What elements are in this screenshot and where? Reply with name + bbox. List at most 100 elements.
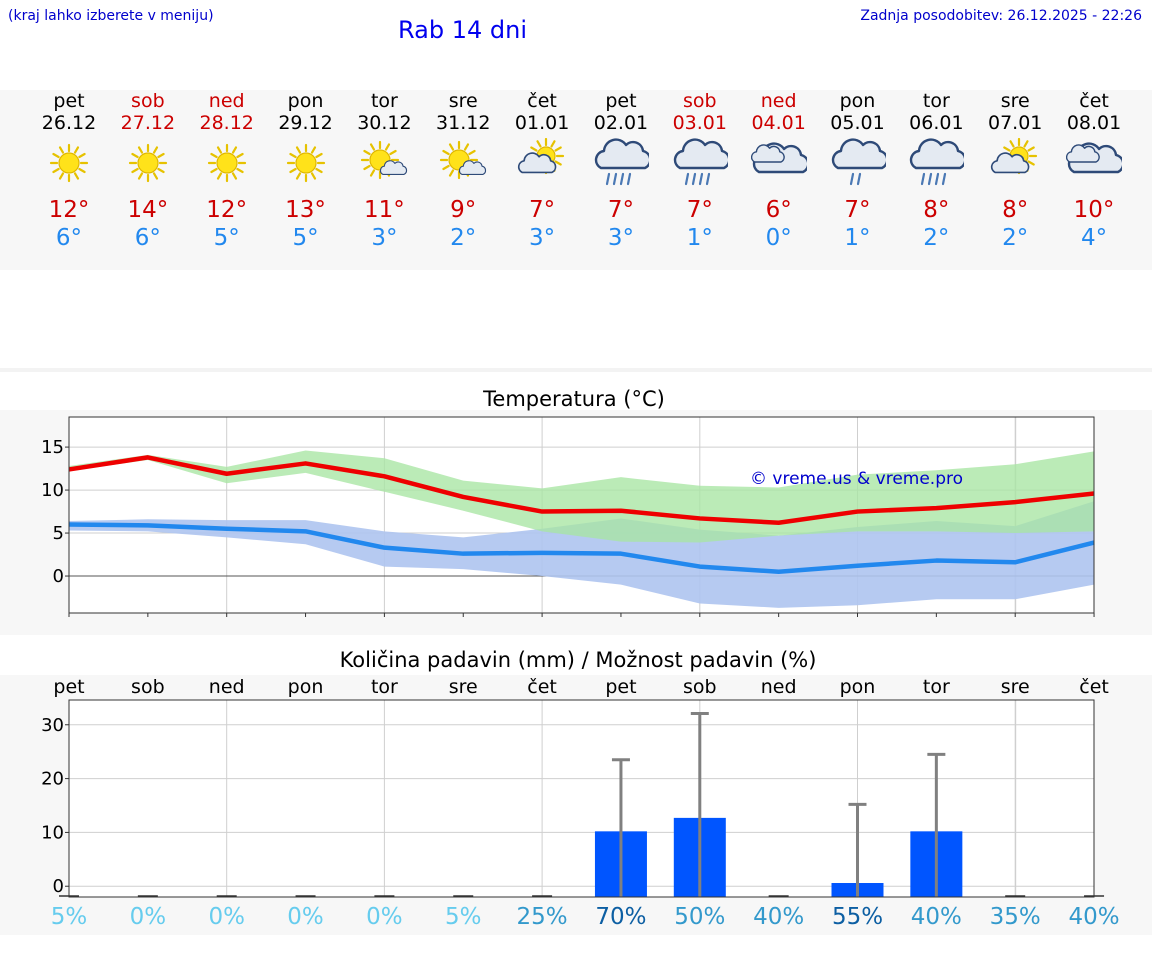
max-temp: 14°	[127, 197, 169, 223]
precip-probability: 0%	[208, 904, 245, 930]
min-temp: 0°	[765, 225, 792, 251]
day-name: čet	[1079, 90, 1109, 112]
sun-ray	[216, 146, 222, 154]
day-column: sob 27.12 14° 6°	[108, 90, 188, 252]
sun-ray	[73, 172, 80, 180]
min-temp: 6°	[134, 225, 161, 251]
precip-day-label: pet	[53, 676, 85, 698]
day-date: 30.12	[357, 112, 412, 134]
precipitation-chart-title: Količina padavin (mm) / Možnost padavin …	[339, 648, 817, 672]
rain-drops	[605, 172, 632, 186]
forecast-strip	[0, 90, 1152, 270]
cloud-icon	[1066, 142, 1123, 174]
day-name: pon	[287, 90, 324, 112]
divider	[0, 368, 1152, 372]
cloud-shape	[1066, 144, 1100, 163]
day-column: tor 06.01 8° 2°	[896, 90, 976, 252]
sun-ray	[363, 164, 372, 171]
sun-ray	[314, 152, 323, 159]
sun-ray	[1023, 140, 1029, 148]
precip-probability: 0%	[287, 904, 324, 930]
cloud-outline	[518, 152, 557, 174]
y-tick-label: 10	[41, 822, 64, 843]
cloud-outline	[459, 160, 487, 175]
sun-ray	[58, 172, 65, 180]
day-name: sre	[1000, 90, 1030, 112]
day-date: 26.12	[41, 112, 97, 134]
sun-ray	[363, 149, 372, 156]
precip-probability: 5%	[445, 904, 482, 930]
precip-probability: 50%	[674, 904, 726, 930]
precip-probability: 55%	[831, 904, 884, 930]
temperature-chart-title: Temperatura (°C)	[483, 387, 665, 411]
day-date: 01.01	[514, 112, 570, 134]
day-column: sre 07.01 8° 2°	[975, 90, 1055, 252]
sun-ray	[216, 172, 222, 180]
sun-ray	[370, 169, 376, 177]
day-column: čet 01.01 7° 3°	[502, 90, 582, 252]
day-column: pon 29.12 13° 5°	[266, 90, 346, 252]
sun-ray	[288, 152, 297, 159]
min-temp: 5°	[292, 225, 319, 251]
cloud-shape	[673, 138, 728, 170]
sun-ray	[288, 167, 297, 174]
precip-probability: 35%	[989, 904, 1041, 930]
precip-probability: 40%	[753, 904, 805, 930]
day-date: 06.01	[909, 112, 964, 134]
y-tick-label: 0	[53, 876, 64, 897]
min-temp: 3°	[529, 225, 556, 251]
rain-drop	[705, 172, 710, 186]
sun-ray	[464, 143, 470, 151]
y-tick-label: 5	[53, 523, 64, 544]
cloud-outline	[380, 160, 408, 175]
sun-ray	[152, 146, 158, 154]
max-temp: 8°	[1002, 197, 1029, 223]
day-column: tor 30.12 11° 3°	[344, 90, 424, 252]
cloud-outline	[991, 152, 1030, 174]
day-column: pet 26.12 12° 6°	[29, 90, 109, 252]
cloud-shape	[594, 138, 649, 170]
max-range-band	[69, 450, 1095, 543]
sun-shape	[207, 143, 246, 183]
precip-day-label: sob	[131, 676, 165, 698]
precip-day-label: pon	[287, 676, 324, 698]
cloud-outline	[910, 138, 965, 170]
sun-icon	[286, 143, 325, 183]
day-date: 29.12	[278, 112, 333, 134]
day-column: pon 05.01 7° 1°	[818, 90, 898, 252]
cloud-shape	[459, 160, 487, 175]
sun-shape	[286, 143, 325, 183]
max-temp: 12°	[48, 197, 90, 223]
precip-probability: 0%	[366, 904, 403, 930]
min-temp: 3°	[607, 225, 634, 251]
sun-ray	[73, 146, 80, 154]
max-temp: 7°	[686, 197, 713, 223]
cloud-outline	[750, 144, 785, 163]
day-column: čet 08.01 10° 4°	[1054, 90, 1134, 252]
cloud-shape	[831, 138, 886, 170]
sun-ray	[78, 152, 86, 159]
min-temp: 6°	[55, 225, 83, 251]
sun-ray	[554, 146, 562, 152]
day-date: 08.01	[1066, 112, 1122, 134]
page-title: Rab 14 dni	[398, 16, 527, 44]
precip-day-label: ned	[760, 676, 797, 698]
cloud-shape	[750, 144, 785, 163]
location-hint: (kraj lahko izberete v meniju)	[8, 8, 214, 24]
cloud-shape	[518, 152, 557, 174]
sun-ray	[449, 169, 455, 177]
sun-small-cloud-icon	[440, 140, 487, 180]
sun-ray	[157, 167, 165, 174]
sun-small-cloud-icon	[361, 140, 408, 180]
day-name: pet	[605, 90, 637, 112]
sun-disc	[216, 152, 238, 174]
day-column: sre 31.12 9° 2°	[423, 90, 503, 252]
rain-drop	[928, 172, 933, 186]
precip-day-label: sre	[1000, 676, 1030, 698]
precip-day-label: pon	[839, 676, 876, 698]
precip-probability: 5%	[50, 904, 88, 930]
day-date: 03.01	[672, 112, 727, 134]
sun-shape	[49, 143, 89, 183]
precip-probability: 40%	[910, 904, 962, 930]
max-temp: 6°	[765, 197, 792, 223]
